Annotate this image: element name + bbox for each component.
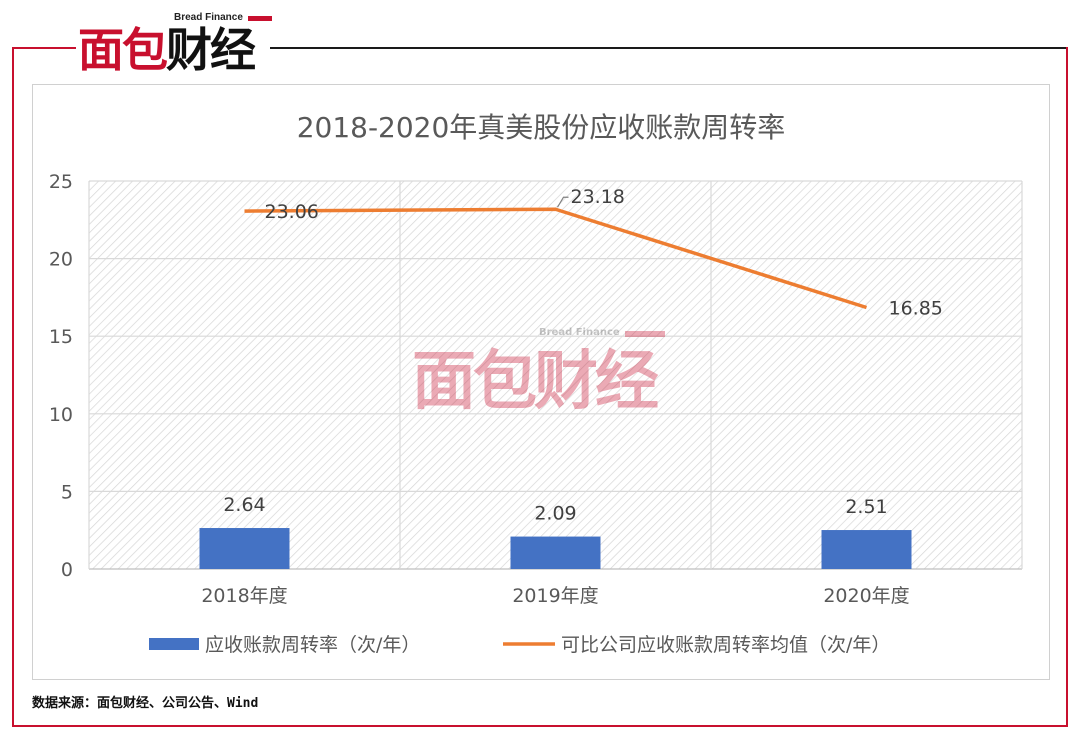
bar-data-label: 2.09 bbox=[534, 503, 576, 525]
line-data-label: 23.18 bbox=[571, 186, 625, 208]
watermark-english: Bread Finance bbox=[539, 327, 620, 338]
y-tick-label: 25 bbox=[49, 171, 73, 193]
bar bbox=[199, 528, 290, 569]
bar-data-label: 2.51 bbox=[845, 496, 887, 518]
watermark-red-bar bbox=[625, 331, 665, 337]
watermark-chinese: 面包财经 bbox=[412, 345, 659, 419]
bar bbox=[510, 536, 601, 569]
x-tick-label: 2018年度 bbox=[201, 585, 287, 607]
frame-left-line bbox=[12, 47, 14, 727]
logo-black-text: 财经 bbox=[166, 23, 256, 77]
frame-bottom-line bbox=[12, 725, 1068, 727]
data-label-leader bbox=[556, 196, 569, 208]
y-tick-label: 0 bbox=[61, 559, 73, 581]
source-note: 数据来源：面包财经、公司公告、Wind bbox=[32, 696, 259, 711]
plot-area bbox=[89, 181, 1022, 569]
logo-red-text: 面包 bbox=[78, 23, 168, 77]
chart-container: 2018-2020年真美股份应收账款周转率 Bread Finance 面包财经… bbox=[32, 84, 1050, 680]
line-data-label: 16.85 bbox=[889, 297, 943, 319]
bar-series: 2.64 2.09 2.51 bbox=[199, 494, 912, 569]
watermark: Bread Finance 面包财经 bbox=[412, 327, 665, 419]
logo-english: Bread Finance bbox=[174, 12, 243, 23]
logo-chinese: 面包财经 bbox=[78, 23, 256, 77]
frame-top-line bbox=[270, 47, 1068, 49]
x-axis: 2018年度 2019年度 2020年度 bbox=[201, 585, 909, 607]
logo-red-bar bbox=[248, 16, 272, 21]
chart-svg: 2018-2020年真美股份应收账款周转率 Bread Finance 面包财经… bbox=[49, 111, 1023, 656]
y-tick-label: 10 bbox=[49, 404, 73, 426]
series-line bbox=[244, 207, 868, 310]
legend-label-bar: 应收账款周转率（次/年） bbox=[205, 634, 420, 656]
x-tick-label: 2019年度 bbox=[512, 585, 598, 607]
legend: 应收账款周转率（次/年） 可比公司应收账款周转率均值（次/年） bbox=[149, 634, 890, 656]
frame-top-left-line bbox=[14, 47, 76, 49]
y-tick-label: 15 bbox=[49, 326, 73, 348]
chart-title: 2018-2020年真美股份应收账款周转率 bbox=[297, 111, 786, 144]
y-tick-label: 5 bbox=[61, 481, 73, 503]
bar-data-label: 2.64 bbox=[223, 494, 265, 516]
line-data-label: 23.06 bbox=[265, 201, 319, 223]
legend-swatch-bar bbox=[149, 638, 199, 650]
grid-lines bbox=[88, 180, 1023, 570]
x-tick-label: 2020年度 bbox=[823, 585, 909, 607]
brand-logo: Bread Finance 面包财经 bbox=[78, 12, 274, 78]
line-series: 23.06 23.18 16.85 bbox=[244, 186, 943, 319]
y-axis: 0 5 10 15 20 25 bbox=[49, 171, 73, 581]
frame-right-line bbox=[1066, 47, 1068, 727]
bar bbox=[821, 530, 912, 569]
legend-label-line: 可比公司应收账款周转率均值（次/年） bbox=[561, 634, 890, 656]
y-tick-label: 20 bbox=[49, 249, 73, 271]
